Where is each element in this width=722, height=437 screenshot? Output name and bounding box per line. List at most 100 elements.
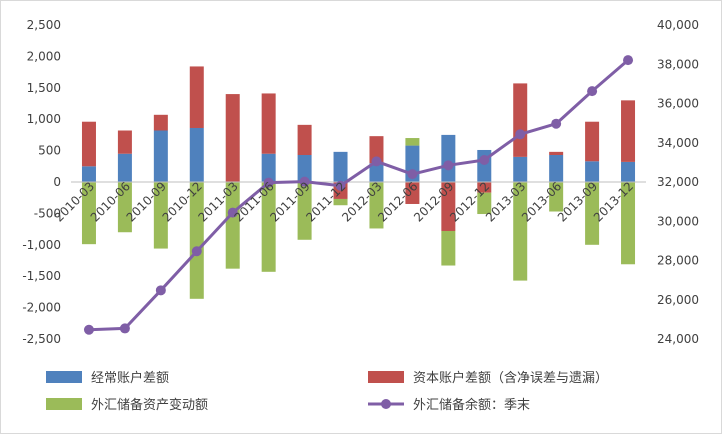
right-axis-ticks: 40,000 38,000 36,000 34,000 32,000 30,000 28,0… <box>657 18 699 346</box>
right-tick-label: 34,000 <box>657 136 699 150</box>
bar-capital-account-2011-09 <box>297 124 312 155</box>
line-layer <box>83 55 634 335</box>
bar-capital-account-2013-06 <box>549 151 564 155</box>
bar-current-account-2010-12 <box>189 127 204 182</box>
bar-current-account-2013-09 <box>585 161 600 182</box>
left-tick-label: -2,000 <box>22 301 61 315</box>
point-reserve-balance-2013-09 <box>587 86 598 97</box>
right-tick-label: 30,000 <box>657 214 699 228</box>
left-tick-label: -1,000 <box>22 238 61 252</box>
bar-capital-account-2013-09 <box>585 121 600 162</box>
bar-current-account-2013-03 <box>513 156 528 182</box>
right-tick-label: 28,000 <box>657 254 699 268</box>
point-reserve-balance-2011-06 <box>263 177 274 188</box>
point-reserve-balance-2012-12 <box>479 155 490 166</box>
right-tick-label: 32,000 <box>657 175 699 189</box>
bar-current-account-2011-12 <box>333 151 348 182</box>
bar-current-account-2011-06 <box>261 153 276 182</box>
left-tick-label: -500 <box>34 206 61 220</box>
legend-swatch-current-account <box>46 371 82 383</box>
legend-label-reserve-change: 外汇储备资产变动额 <box>91 397 208 413</box>
point-reserve-balance-2013-06 <box>551 118 562 129</box>
left-tick-label: 0 <box>53 175 61 189</box>
bar-capital-account-2012-12 <box>477 182 492 193</box>
left-tick-label: 1,000 <box>27 112 61 126</box>
point-reserve-balance-2013-12 <box>623 55 634 66</box>
bar-reserve-change-2013-12 <box>621 182 636 265</box>
left-tick-label: -2,500 <box>22 332 61 346</box>
bar-capital-account-2012-09 <box>441 182 456 231</box>
point-reserve-balance-2012-06 <box>407 169 418 180</box>
legend-swatch-reserve-balance-marker <box>381 399 391 409</box>
right-tick-label: 40,000 <box>657 18 699 32</box>
bar-capital-account-2012-06 <box>405 182 420 204</box>
legend-item-reserve-change: 外汇储备资产变动额 <box>46 397 208 413</box>
bar-current-account-2013-12 <box>621 161 636 182</box>
bar-current-account-2012-09 <box>441 134 456 182</box>
bar-capital-account-2010-03 <box>81 121 96 167</box>
line-reserve-balance <box>88 58 630 332</box>
left-axis-ticks: 2,500 2,000 1,500 1,000 500 0 -500 -1,000 -1,500… <box>22 18 61 346</box>
left-tick-label: 1,500 <box>27 81 61 95</box>
bar-reserve-change-2010-09 <box>153 182 168 249</box>
bar-capital-account-2012-03 <box>369 136 384 164</box>
bar-reserve-change-2011-09 <box>297 182 312 240</box>
point-reserve-balance-2012-03 <box>371 156 382 167</box>
bar-reserve-change-2013-06 <box>549 182 564 212</box>
bar-current-account-2010-03 <box>81 166 96 182</box>
bar-current-account-2013-06 <box>549 154 564 182</box>
bar-capital-account-2013-03 <box>513 83 528 157</box>
bar-capital-account-2011-06 <box>261 93 276 154</box>
point-reserve-balance-2011-12 <box>335 180 346 191</box>
legend: 经常账户差额 资本账户差额（含净误差与遗漏） 外汇储备资产变动额 外汇储备余额：… <box>46 370 608 413</box>
bar-reserve-change-2012-12 <box>477 192 492 215</box>
bar-reserve-change-2013-03 <box>513 182 528 281</box>
legend-swatch-reserve-change <box>46 398 82 410</box>
bar-current-account-2012-03 <box>369 163 384 182</box>
point-reserve-balance-2010-06 <box>119 323 130 334</box>
right-tick-label: 38,000 <box>657 57 699 71</box>
bar-capital-account-2010-06 <box>117 130 132 154</box>
bar-capital-account-2010-09 <box>153 114 168 131</box>
bar-capital-account-2013-12 <box>621 100 636 162</box>
legend-item-current-account: 经常账户差额 <box>46 370 169 386</box>
bar-reserve-change-2012-03 <box>369 182 384 229</box>
bar-reserve-change-2010-06 <box>117 182 132 233</box>
bar-reserve-change-2012-06 <box>405 138 420 146</box>
bar-reserve-change-2011-06 <box>261 182 276 272</box>
left-tick-label: 2,500 <box>27 18 61 32</box>
point-reserve-balance-2012-09 <box>443 160 454 171</box>
bar-reserve-change-2010-12 <box>189 182 204 299</box>
bar-reserve-change-2011-03 <box>225 182 240 269</box>
legend-label-reserve-balance: 外汇储备余额：季末 <box>413 397 530 413</box>
right-tick-label: 24,000 <box>657 332 699 346</box>
bar-current-account-2010-06 <box>117 153 132 182</box>
left-tick-label: 2,000 <box>27 49 61 63</box>
bar-current-account-2011-09 <box>297 154 312 182</box>
legend-item-capital-account: 资本账户差额（含净误差与遗漏） <box>368 370 608 386</box>
point-reserve-balance-2010-09 <box>155 285 166 296</box>
point-reserve-balance-2010-12 <box>191 246 202 257</box>
legend-label-capital-account: 资本账户差额（含净误差与遗漏） <box>413 370 608 386</box>
left-tick-label: -1,500 <box>22 269 61 283</box>
bar-capital-account-2011-03 <box>225 94 240 182</box>
point-reserve-balance-2011-03 <box>227 207 238 218</box>
legend-item-reserve-balance: 外汇储备余额：季末 <box>368 397 530 413</box>
bars-layer <box>81 66 636 299</box>
right-tick-label: 36,000 <box>657 97 699 111</box>
point-reserve-balance-2010-03 <box>83 324 94 335</box>
point-reserve-balance-2011-09 <box>299 176 310 187</box>
bar-reserve-change-2013-09 <box>585 182 600 245</box>
bar-current-account-2010-09 <box>153 130 168 182</box>
left-tick-label: 500 <box>38 144 61 158</box>
legend-swatch-capital-account <box>368 371 404 383</box>
bar-reserve-change-2011-12 <box>333 198 348 206</box>
bar-capital-account-2010-12 <box>189 66 204 128</box>
legend-label-current-account: 经常账户差额 <box>91 370 169 386</box>
bar-reserve-change-2012-09 <box>441 230 456 266</box>
right-tick-label: 26,000 <box>657 293 699 307</box>
bar-reserve-change-2010-03 <box>81 182 96 245</box>
point-reserve-balance-2013-03 <box>515 129 526 140</box>
